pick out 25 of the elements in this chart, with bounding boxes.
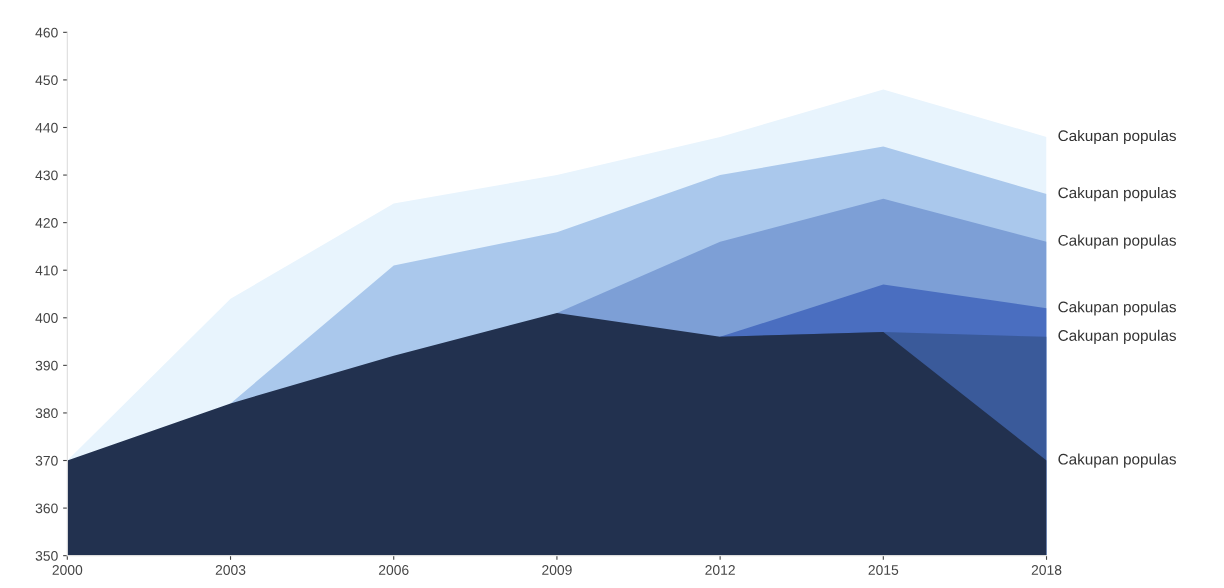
x-tick-label: 2006	[378, 565, 409, 575]
y-tick-label: 430	[35, 170, 58, 181]
y-tick-label: 450	[35, 75, 58, 86]
y-tick-label: 460	[35, 27, 58, 38]
x-tick-label: 2003	[215, 565, 246, 575]
x-tick-label: 2012	[705, 565, 735, 575]
series-label: Cakupan populas	[1058, 234, 1176, 249]
y-tick-label: 360	[35, 503, 58, 514]
y-tick-label: 350	[35, 550, 58, 561]
y-tick-label: 410	[35, 265, 58, 276]
y-tick-label: 440	[35, 122, 58, 133]
y-tick-label: 420	[35, 217, 58, 228]
y-tick-label: 380	[35, 408, 58, 419]
x-tick-label: 2000	[52, 565, 83, 575]
series-label: Cakupan populas	[1058, 329, 1176, 344]
x-tick-label: 2015	[868, 565, 899, 575]
x-tick-label: 2009	[542, 565, 572, 575]
series-label: Cakupan populas	[1058, 129, 1176, 145]
series-label: Cakupan populas	[1058, 301, 1176, 316]
y-tick-label: 370	[35, 455, 58, 466]
y-tick-label: 400	[35, 313, 58, 323]
y-tick-label: 390	[35, 360, 58, 371]
series-label: Cakupan populas	[1058, 453, 1176, 468]
x-tick-label: 2018	[1031, 565, 1062, 575]
series-label: Cakupan populas	[1058, 186, 1176, 202]
